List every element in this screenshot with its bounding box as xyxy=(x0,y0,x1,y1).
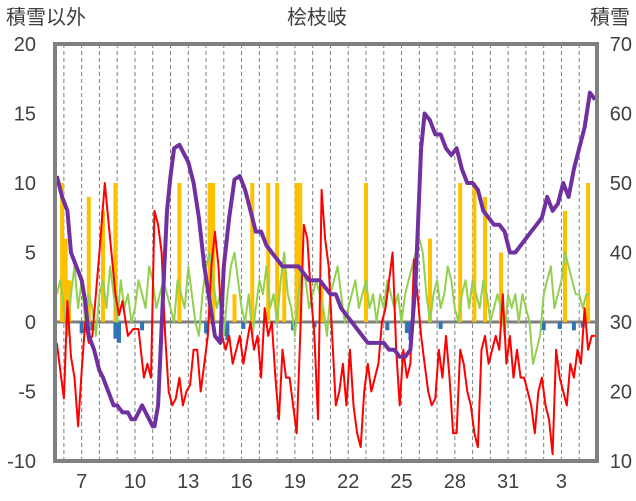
x-tick-label: 3 xyxy=(556,471,567,493)
precipitation-bar xyxy=(294,183,299,322)
left-tick-label: -10 xyxy=(7,451,36,473)
precipitation-bar xyxy=(100,210,105,322)
right-tick-label: 50 xyxy=(610,173,632,195)
x-axis-tick-labels: 7 10 13 16 19 22 25 28 31 3 xyxy=(76,471,567,493)
precipitation-bar xyxy=(67,280,72,322)
negative-bar xyxy=(557,322,562,329)
negative-bar xyxy=(438,322,443,329)
right-tick-label: 30 xyxy=(610,312,632,334)
precipitation-bar xyxy=(472,183,477,322)
x-tick-label: 31 xyxy=(497,471,519,493)
right-axis-tick-labels: 70 60 50 40 30 20 10 xyxy=(610,34,632,473)
x-tick-label: 10 xyxy=(124,471,146,493)
precipitation-bar xyxy=(586,183,591,322)
negative-bar xyxy=(225,322,230,341)
precipitation-bar xyxy=(282,266,287,322)
negative-bar xyxy=(79,322,84,334)
x-tick-label: 19 xyxy=(284,471,306,493)
negative-bar xyxy=(204,322,209,334)
precipitation-bar xyxy=(363,183,368,322)
left-tick-label: 0 xyxy=(25,312,36,334)
precipitation-bar xyxy=(275,183,280,322)
precipitation-bar xyxy=(458,183,463,322)
right-tick-label: 40 xyxy=(610,243,632,265)
plot-frame xyxy=(53,42,599,463)
precipitation-bar xyxy=(563,210,568,322)
x-tick-label: 28 xyxy=(444,471,466,493)
x-tick-label: 13 xyxy=(177,471,199,493)
right-tick-label: 10 xyxy=(610,451,632,473)
left-tick-label: 10 xyxy=(14,173,36,195)
precipitation-bar xyxy=(499,252,504,322)
negative-bar xyxy=(113,322,118,339)
left-tick-label: -5 xyxy=(18,382,36,404)
precipitation-bar xyxy=(427,238,432,322)
precipitation-bar xyxy=(86,196,91,322)
right-axis-title: 積雪 xyxy=(590,5,630,29)
precipitation-bar xyxy=(232,294,237,322)
negative-bar xyxy=(140,322,145,331)
left-axis-title: 積雪以外 xyxy=(6,5,86,29)
x-tick-label: 25 xyxy=(390,471,412,493)
precipitation-bar xyxy=(266,183,271,322)
right-tick-label: 20 xyxy=(610,382,632,404)
precipitation-bars xyxy=(60,183,591,322)
right-tick-label: 70 xyxy=(610,34,632,56)
precipitation-bar xyxy=(250,183,255,322)
precipitation-bar xyxy=(113,183,118,322)
negative-bar xyxy=(116,322,121,343)
negative-bar xyxy=(404,322,409,334)
precipitation-bar xyxy=(60,183,65,322)
right-tick-label: 60 xyxy=(610,104,632,126)
negative-bar xyxy=(541,322,546,331)
x-tick-label: 7 xyxy=(76,471,87,493)
negative-bar xyxy=(241,322,246,329)
temperature-series-line xyxy=(55,182,596,456)
x-tick-label: 16 xyxy=(230,471,252,493)
precipitation-bar xyxy=(298,183,303,322)
chart-title: 桧枝岐 xyxy=(287,5,347,29)
left-tick-label: 15 xyxy=(14,104,36,126)
left-tick-label: 5 xyxy=(25,243,36,265)
precipitation-bar xyxy=(177,183,182,322)
negative-bar xyxy=(571,322,576,331)
negative-bar xyxy=(385,322,390,331)
snow-depth-series-line xyxy=(54,90,597,429)
left-tick-label: 20 xyxy=(14,34,36,56)
precipitation-bar xyxy=(63,238,68,322)
x-tick-label: 22 xyxy=(337,471,359,493)
left-axis-tick-labels: 20 15 10 5 0 -5 -10 xyxy=(7,34,36,473)
precipitation-bar xyxy=(483,196,488,322)
